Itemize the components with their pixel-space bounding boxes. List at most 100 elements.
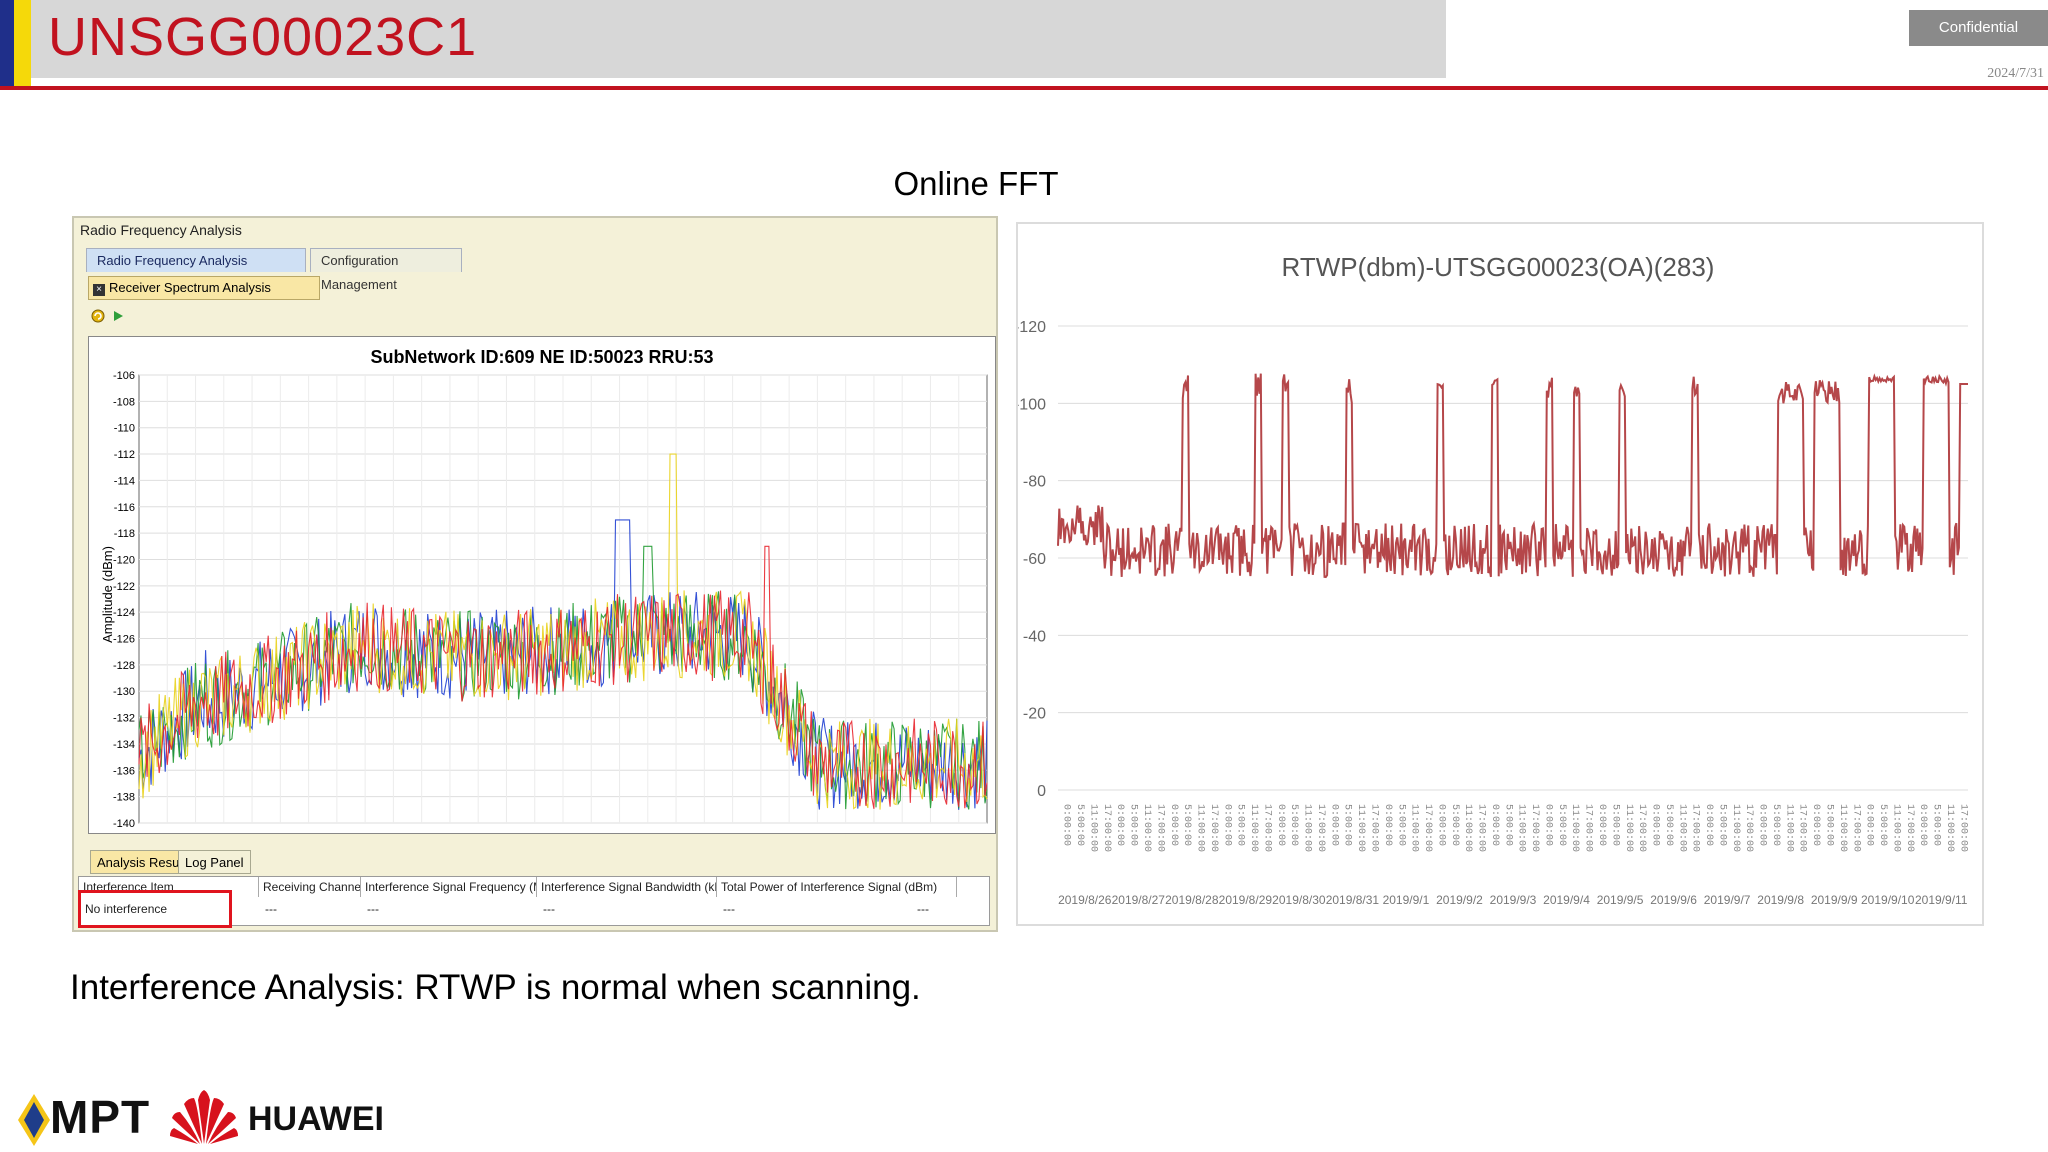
section-heading: Online FFT bbox=[893, 165, 1059, 202]
y-tick-label: -140 bbox=[113, 818, 135, 830]
x-tick-label: 2019/9/2 bbox=[1436, 893, 1483, 907]
hour-tick-label: 0:00:00 bbox=[1650, 804, 1661, 846]
x-tick-label: 2019/9/10 bbox=[1861, 893, 1915, 907]
hour-tick-label: 11:00:00 bbox=[1944, 804, 1955, 852]
hour-tick-label: 0:00:00 bbox=[1382, 804, 1393, 846]
tab-radio-frequency-analysis[interactable]: Radio Frequency Analysis bbox=[86, 248, 306, 272]
hour-tick-label: 11:00:00 bbox=[1087, 804, 1098, 852]
y-tick-label: -122 bbox=[113, 581, 135, 593]
spectrum-series-line bbox=[138, 545, 988, 809]
hour-tick-label: 5:00:00 bbox=[1716, 804, 1727, 846]
hour-tick-label: 5:00:00 bbox=[1288, 804, 1299, 846]
hour-tick-label: 17:00:00 bbox=[1743, 804, 1754, 852]
rtwp-chart: RTWP(dbm)-UTSGG00023(OA)(283) -120 -100 -80… bbox=[1018, 252, 1968, 907]
table-header-signal-frequency[interactable]: Interference Signal Frequency (MHz) bbox=[361, 877, 537, 897]
hour-tick-label: 5:00:00 bbox=[1074, 804, 1085, 846]
x-tick-label: 2019/8/27 bbox=[1112, 893, 1166, 907]
table-cell-signal-bandwidth[interactable]: --- bbox=[543, 902, 555, 916]
y-tick-label: -116 bbox=[114, 502, 135, 514]
hour-tick-label: 17:00:00 bbox=[1101, 804, 1112, 852]
close-icon[interactable]: × bbox=[93, 284, 105, 296]
y-tick-label: -40 bbox=[1023, 628, 1046, 645]
hour-tick-label: 17:00:00 bbox=[1422, 804, 1433, 852]
hour-tick-label: 5:00:00 bbox=[1235, 804, 1246, 846]
hour-tick-label: 0:00:00 bbox=[1221, 804, 1232, 846]
table-cell-receiving-channel[interactable]: --- bbox=[265, 902, 277, 916]
tab-receiver-spectrum-analysis[interactable]: × Receiver Spectrum Analysis bbox=[88, 276, 320, 300]
y-tick-label: -118 bbox=[114, 528, 135, 540]
hour-tick-label: 5:00:00 bbox=[1877, 804, 1888, 846]
header-divider bbox=[0, 86, 2048, 90]
table-cell-total-power[interactable]: --- bbox=[723, 902, 735, 916]
y-tick-label: -126 bbox=[113, 634, 135, 646]
spectrum-plot-panel: SubNetwork ID:609 NE ID:50023 RRU:53 Amp… bbox=[88, 336, 996, 834]
hour-tick-label: 5:00:00 bbox=[1770, 804, 1781, 846]
hour-tick-label: 11:00:00 bbox=[1569, 804, 1580, 852]
confidential-badge: Confidential bbox=[1909, 10, 2048, 46]
x-tick-label: 2019/9/11 bbox=[1915, 893, 1968, 907]
hour-tick-label: 17:00:00 bbox=[1957, 804, 1968, 852]
table-header-signal-bandwidth[interactable]: Interference Signal Bandwidth (kHz) bbox=[537, 877, 717, 897]
y-tick-label: -110 bbox=[114, 423, 135, 435]
hour-tick-label: 17:00:00 bbox=[1315, 804, 1326, 852]
x-tick-label: 2019/9/7 bbox=[1704, 893, 1751, 907]
tab-configuration-management[interactable]: Configuration Management bbox=[310, 248, 462, 292]
hour-tick-label: 0:00:00 bbox=[1596, 804, 1607, 846]
refresh-icon[interactable] bbox=[90, 308, 106, 324]
table-header-receiving-channel[interactable]: Receiving Channel bbox=[259, 877, 361, 897]
hour-tick-label: 17:00:00 bbox=[1208, 804, 1219, 852]
hour-tick-label: 0:00:00 bbox=[1061, 804, 1072, 846]
y-tick-label: -114 bbox=[114, 475, 135, 487]
y-tick-label: -120 bbox=[113, 554, 135, 566]
tab-analysis-result[interactable]: Analysis Result bbox=[90, 850, 193, 874]
analysis-caption: Interference Analysis: RTWP is normal wh… bbox=[70, 968, 921, 1007]
x-tick-label: 2019/9/8 bbox=[1757, 893, 1804, 907]
y-tick-label: -136 bbox=[113, 765, 135, 777]
x-tick-label: 2019/9/3 bbox=[1490, 893, 1537, 907]
y-tick-label: -124 bbox=[113, 607, 135, 619]
hour-tick-label: 0:00:00 bbox=[1757, 804, 1768, 846]
hour-tick-label: 0:00:00 bbox=[1917, 804, 1928, 846]
rtwp-chart-title: RTWP(dbm)-UTSGG00023(OA)(283) bbox=[1282, 252, 1715, 282]
x-tick-label: 2019/8/29 bbox=[1219, 893, 1273, 907]
tab-log-panel[interactable]: Log Panel bbox=[178, 850, 251, 874]
y-tick-label: -134 bbox=[113, 739, 135, 751]
hour-tick-label: 5:00:00 bbox=[1502, 804, 1513, 846]
play-icon[interactable] bbox=[110, 308, 126, 324]
window-title: Radio Frequency Analysis bbox=[80, 222, 242, 238]
hour-tick-label: 5:00:00 bbox=[1395, 804, 1406, 846]
table-cell-extra[interactable]: --- bbox=[917, 902, 929, 916]
x-tick-label: 2019/9/1 bbox=[1383, 893, 1430, 907]
table-cell-interference-item[interactable]: No interference bbox=[85, 902, 168, 916]
hour-tick-label: 0:00:00 bbox=[1168, 804, 1179, 846]
hour-tick-label: 0:00:00 bbox=[1810, 804, 1821, 846]
hour-tick-label: 11:00:00 bbox=[1837, 804, 1848, 852]
table-header-total-power[interactable]: Total Power of Interference Signal (dBm) bbox=[717, 877, 957, 897]
x-tick-label: 2019/9/5 bbox=[1597, 893, 1644, 907]
spectrum-series-line bbox=[138, 545, 988, 810]
hour-tick-label: 11:00:00 bbox=[1623, 804, 1634, 852]
hour-tick-label: 11:00:00 bbox=[1462, 804, 1473, 852]
x-tick-label: 2019/9/6 bbox=[1650, 893, 1697, 907]
hour-tick-label: 0:00:00 bbox=[1703, 804, 1714, 846]
hour-tick-label: 0:00:00 bbox=[1328, 804, 1339, 846]
slide-title: UNSGG00023C1 bbox=[48, 7, 478, 67]
y-tick-label: -108 bbox=[113, 396, 135, 408]
hour-tick-label: 17:00:00 bbox=[1583, 804, 1594, 852]
y-tick-label: -80 bbox=[1023, 474, 1046, 491]
hour-tick-label: 17:00:00 bbox=[1904, 804, 1915, 852]
spectrum-chart-title: SubNetwork ID:609 NE ID:50023 RRU:53 bbox=[370, 347, 714, 367]
hour-tick-label: 11:00:00 bbox=[1302, 804, 1313, 852]
table-cell-signal-frequency[interactable]: --- bbox=[367, 902, 379, 916]
hour-tick-label: 11:00:00 bbox=[1141, 804, 1152, 852]
hour-tick-label: 0:00:00 bbox=[1489, 804, 1500, 846]
hour-tick-label: 5:00:00 bbox=[1931, 804, 1942, 846]
y-tick-label: 0 bbox=[1037, 783, 1046, 800]
hour-tick-label: 17:00:00 bbox=[1154, 804, 1165, 852]
hour-tick-label: 11:00:00 bbox=[1890, 804, 1901, 852]
mpt-logo-text: MPT bbox=[50, 1091, 151, 1143]
y-tick-label: -132 bbox=[113, 713, 135, 725]
rtwp-series-line bbox=[1057, 373, 1968, 579]
x-tick-label: 2019/8/30 bbox=[1272, 893, 1326, 907]
hour-tick-label: 17:00:00 bbox=[1636, 804, 1647, 852]
